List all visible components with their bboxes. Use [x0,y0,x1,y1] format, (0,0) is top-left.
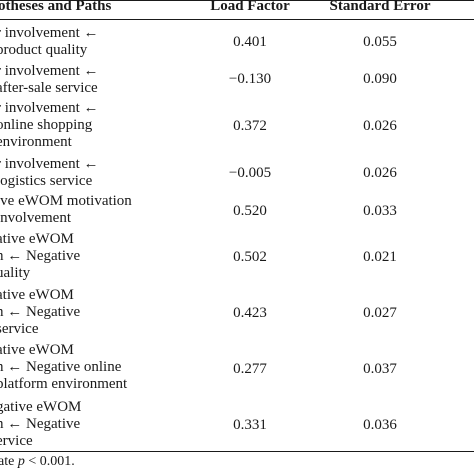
standard-error-value: 0.033 [363,203,397,219]
path-cell: ative eWOM n ← Negative online platform … [0,342,127,393]
standard-error-value: 0.055 [363,34,397,50]
path-line: r involvement ← [0,25,99,41]
load-factor-value: −0.005 [228,165,272,181]
path-line: online shopping [0,117,93,133]
load-factor-value: 0.423 [233,305,267,321]
path-cell: r involvement ← product quality [0,25,98,59]
load-factor-value: 0.372 [233,118,267,134]
load-factor-value: 0.520 [233,203,267,219]
path-cell: ative eWOM n ← Negative uality [0,231,80,282]
path-line: ative eWOM [0,342,74,358]
footnote-prefix: ate [0,454,15,469]
path-line: uality [0,265,31,281]
footnote-variable: p [17,454,25,469]
path-line: ive eWOM motivation [0,193,132,209]
header-load-factor: Load Factor [210,0,290,14]
path-line: logistics service [0,173,93,189]
header-rule [0,19,474,20]
path-line: after-sale service [0,80,98,96]
load-factor-value: 0.331 [233,417,267,433]
path-line: product quality [0,42,88,58]
path-line: ervice [0,433,33,449]
path-line: ative eWOM [0,287,74,303]
path-line: platform environment [0,376,128,392]
footnote-suffix: < 0.001. [24,454,75,469]
path-line: n ← Negative [0,416,81,432]
header-paths: otheses and Paths [0,0,112,14]
path-line: r involvement ← [0,63,99,79]
path-cell: r involvement ← after-sale service [0,63,98,97]
path-cell: r involvement ← online shopping environm… [0,100,98,151]
path-line: r involvement ← [0,156,99,172]
path-line: n ← Negative [0,248,81,264]
load-factor-value: 0.277 [233,361,267,377]
path-cell: ative eWOM n ← Negative service [0,287,80,338]
standard-error-value: 0.036 [363,417,397,433]
path-line: involvement [0,210,71,226]
path-line: gative eWOM [0,399,82,415]
path-cell: ive eWOM motivation involvement [0,193,132,227]
header-standard-error: Standard Error [329,0,431,14]
standard-error-value: 0.026 [363,118,397,134]
standard-error-value: 0.026 [363,165,397,181]
path-line: environment [0,134,72,150]
standard-error-value: 0.027 [363,305,397,321]
standard-error-value: 0.037 [363,361,397,377]
load-factor-value: 0.401 [233,34,267,50]
table-footnote: ate p < 0.001. [0,454,75,470]
table-bottom-rule [0,451,474,452]
path-cell: gative eWOM n ← Negative ervice [0,399,81,450]
table-top-rule [0,0,474,1]
path-line: n ← Negative [0,304,81,320]
path-line: service [0,321,39,337]
path-line: ative eWOM [0,231,74,247]
load-factor-value: −0.130 [228,71,272,87]
path-line: n ← Negative online [0,359,122,375]
load-factor-value: 0.502 [233,249,267,265]
standard-error-value: 0.090 [363,71,397,87]
path-line: r involvement ← [0,100,99,116]
standard-error-value: 0.021 [363,249,397,265]
path-cell: r involvement ← logistics service [0,156,98,190]
